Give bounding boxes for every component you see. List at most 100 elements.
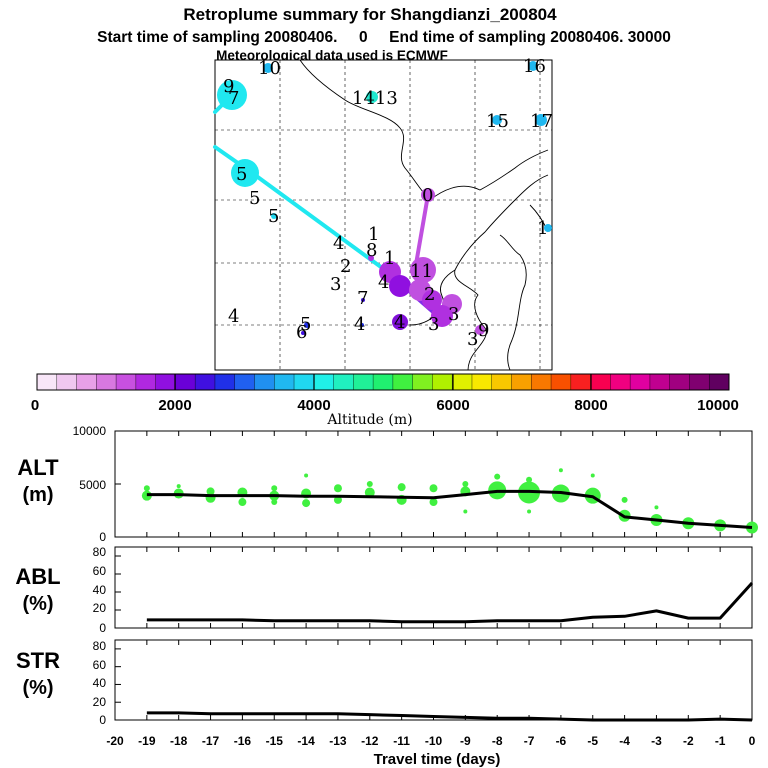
- colorbar-segment: [37, 374, 58, 390]
- map-label: 1: [368, 224, 379, 245]
- altitude-point: [302, 499, 311, 508]
- x-tick-label: -15: [266, 734, 284, 748]
- altitude-colorbar: [36, 373, 730, 391]
- map-label: 1413: [352, 88, 398, 109]
- altitude-point: [462, 481, 469, 487]
- met-info: Meteorological data used is ECMWF: [216, 48, 448, 63]
- map-label: 4: [354, 314, 365, 335]
- abl-panel-label: ABL: [15, 564, 60, 589]
- altitude-point: [206, 487, 215, 496]
- x-tick-label: -14: [297, 734, 315, 748]
- altitude-point: [304, 473, 309, 478]
- str-ytick: 60: [93, 658, 107, 672]
- x-tick-label: -5: [587, 734, 598, 748]
- series-line: [146, 711, 753, 722]
- map-label: 5: [268, 206, 279, 227]
- x-tick-label: -10: [425, 734, 443, 748]
- x-tick-label: -12: [361, 734, 379, 748]
- map-label: 15: [486, 111, 509, 132]
- map-label: 4: [378, 272, 389, 293]
- colorbar-segment: [709, 374, 730, 390]
- x-tick-label: -7: [524, 734, 535, 748]
- x-tick-label: -2: [683, 734, 694, 748]
- altitude-point: [366, 481, 373, 487]
- map-label: 1: [537, 218, 548, 239]
- colorbar-segment: [353, 374, 374, 390]
- str-panel-units: (%): [22, 677, 53, 699]
- altitude-point: [333, 495, 342, 504]
- x-tick-label: -13: [329, 734, 347, 748]
- colorbar-segment: [254, 374, 275, 390]
- colorbar-segment: [175, 374, 196, 390]
- x-tick-label: -3: [651, 734, 662, 748]
- altitude-point: [527, 509, 532, 514]
- colorbar-segment: [313, 374, 335, 390]
- x-axis-label: Travel time (days): [374, 751, 501, 768]
- altitude-point: [143, 485, 150, 492]
- map-gridlines: [215, 60, 552, 370]
- trajectory-map: 9 7 10 16 1413 15 17 5 5 5 1 4 8 1 2 11 …: [213, 56, 553, 371]
- map-label: 7: [228, 88, 239, 109]
- altitude-point: [364, 487, 375, 498]
- x-tick-label: -1: [715, 734, 726, 748]
- map-label: 5: [249, 188, 260, 209]
- alt-ytick: 0: [99, 530, 106, 544]
- colorbar-segment: [630, 374, 651, 390]
- series-line: [146, 489, 753, 529]
- colorbar-tick: 10000: [697, 397, 739, 414]
- x-tick-label: -9: [460, 734, 471, 748]
- x-tick-label: -6: [556, 734, 567, 748]
- colorbar-segment: [551, 374, 572, 390]
- x-tick-labels: -20 -19 -18 -17 -16 -15 -14 -13 -12 -11 -10 -9 -8 -7-…: [106, 734, 755, 748]
- alt-panel-label: ALT: [17, 455, 59, 480]
- sampling-info: Start time of sampling 20080406. 0 End t…: [97, 29, 671, 46]
- alt-ytick: 10000: [73, 424, 107, 438]
- time-series-panels: [114, 430, 758, 722]
- map-label: 9: [223, 76, 234, 97]
- colorbar-segment: [649, 374, 671, 390]
- x-tick-label: -16: [234, 734, 252, 748]
- altitude-point: [176, 484, 181, 489]
- map-label: 4: [333, 233, 344, 254]
- colorbar-segment: [689, 374, 710, 390]
- colorbar-segment: [96, 374, 117, 390]
- colorbar-segment: [531, 374, 552, 390]
- panel-abl: [114, 546, 754, 629]
- abl-ytick: 0: [99, 621, 106, 635]
- map-label: 17: [530, 111, 553, 132]
- colorbar-segment: [274, 374, 295, 390]
- colorbar-segment: [392, 374, 414, 390]
- map-label: 3: [448, 304, 459, 325]
- colorbar-segment: [56, 374, 78, 390]
- colorbar-segment: [511, 374, 532, 390]
- colorbar-frame: [36, 373, 730, 391]
- altitude-point: [621, 496, 628, 503]
- altitude-point: [333, 484, 342, 493]
- str-panel-label: STR: [16, 648, 60, 673]
- panel-alt: [114, 430, 758, 538]
- altitude-point: [463, 509, 468, 514]
- altitude-point: [271, 485, 278, 492]
- colorbar-segment: [590, 374, 611, 390]
- altitude-point: [271, 499, 278, 506]
- str-ytick: 0: [99, 713, 106, 727]
- x-tick-label: -19: [138, 734, 156, 748]
- chart-title: Retroplume summary for Shangdianzi_20080…: [183, 5, 557, 24]
- panel-str: [114, 639, 753, 722]
- abl-panel-units: (%): [22, 593, 53, 615]
- str-ytick: 40: [93, 676, 107, 690]
- colorbar-segment: [412, 374, 433, 390]
- colorbar-segment: [333, 374, 354, 390]
- colorbar-label: Altitude (m): [326, 412, 412, 428]
- x-tick-label: 0: [749, 734, 756, 748]
- trajectory-markers: [217, 61, 552, 335]
- colorbar-segment: [373, 374, 394, 390]
- x-tick-label: -4: [619, 734, 630, 748]
- altitude-point: [654, 505, 659, 510]
- str-ytick: 80: [93, 639, 107, 653]
- colorbar-segment: [610, 374, 631, 390]
- map-label: 3: [330, 274, 341, 295]
- map-label: 4: [228, 306, 239, 327]
- colorbar-segment: [452, 374, 473, 390]
- colorbar-ticks: 0 2000 4000 6000 8000 10000: [31, 397, 739, 414]
